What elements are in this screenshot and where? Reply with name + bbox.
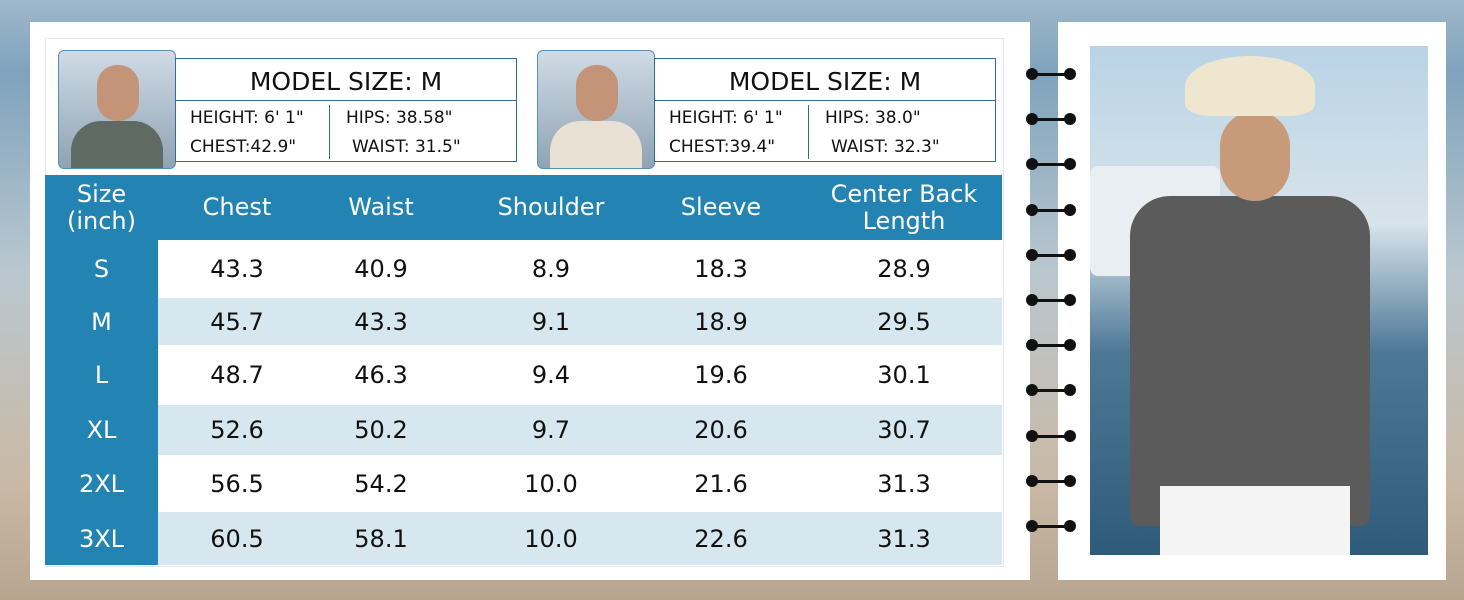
table-cell: 46.3 [354, 361, 408, 389]
ring [1032, 118, 1068, 122]
size-label: S [93, 255, 110, 283]
table-cell: 8.9 [531, 255, 571, 283]
ring [1032, 525, 1068, 528]
model-waist: WAIST: 32.3" [831, 137, 940, 157]
table-cell: 60.5 [210, 524, 264, 553]
model-headshot [537, 50, 655, 169]
hat [1185, 56, 1315, 116]
head [1220, 111, 1290, 201]
ring [1064, 294, 1076, 306]
size-label: 3XL [78, 524, 125, 553]
size-label: 2XL [78, 469, 125, 498]
column-header: Center Back Length [830, 179, 978, 235]
ring [1032, 389, 1068, 393]
size-column [45, 175, 158, 565]
model-headshot [58, 50, 176, 169]
table-cell: 52.6 [210, 416, 264, 444]
table-cell: 9.7 [531, 416, 571, 444]
ring [1064, 248, 1076, 261]
model-title: MODEL SIZE: M [249, 67, 443, 96]
table-cell: 21.6 [694, 469, 748, 498]
table-cell: 9.4 [531, 361, 571, 389]
table-cell: 45.7 [210, 307, 264, 336]
model-height: HEIGHT: 6' 1" [669, 108, 783, 128]
ring [1064, 203, 1076, 216]
face [576, 65, 618, 121]
table-cell: 29.5 [877, 307, 931, 336]
divider [176, 100, 516, 101]
divider [808, 105, 809, 159]
table-cell: 18.9 [694, 307, 748, 336]
ring [1032, 208, 1068, 212]
table-cell: 56.5 [210, 469, 264, 498]
table-cell: 58.1 [354, 524, 408, 553]
torso [71, 121, 163, 168]
table-cell: 19.6 [694, 361, 748, 389]
model-title: MODEL SIZE: M [728, 67, 922, 96]
table-cell: 43.3 [354, 307, 408, 336]
ring [1064, 68, 1076, 80]
ring [1032, 479, 1068, 483]
table-cell: 31.3 [877, 524, 931, 553]
model-info: MODEL SIZE: M HEIGHT: 6' 1" HIPS: 38.0" CHE… [654, 58, 996, 162]
ring [1064, 339, 1076, 352]
model-hips: HIPS: 38.58" [346, 108, 453, 128]
table-cell: 9.1 [531, 307, 571, 336]
row-band [158, 512, 1002, 565]
ring [1064, 520, 1076, 532]
torso [550, 121, 642, 168]
model-hips: HIPS: 38.0" [825, 108, 921, 128]
table-cell: 31.3 [877, 469, 931, 498]
column-header: Size (inch) [66, 179, 136, 235]
model-info: MODEL SIZE: M HEIGHT: 6' 1" HIPS: 38.58" CH… [175, 58, 517, 162]
ring [1064, 158, 1076, 171]
table-cell: 54.2 [354, 469, 408, 498]
column-header: Waist [348, 193, 414, 221]
ring [1064, 113, 1076, 126]
face [97, 65, 139, 121]
table-cell: 50.2 [354, 416, 408, 444]
ring [1064, 384, 1076, 397]
shirt [1130, 196, 1370, 526]
table-cell: 20.6 [694, 416, 748, 444]
ring [1032, 253, 1068, 257]
ring [1032, 299, 1068, 302]
header-band [45, 175, 1002, 240]
table-cell: 28.9 [877, 255, 931, 283]
ring [1032, 344, 1068, 348]
row-band [158, 405, 1002, 455]
ring [1032, 73, 1068, 76]
row-band [158, 298, 1002, 345]
model-height: HEIGHT: 6' 1" [190, 108, 304, 128]
shorts [1160, 486, 1350, 555]
ring [1064, 429, 1076, 442]
model-chest: CHEST:42.9" [190, 137, 297, 157]
table-cell: 10.0 [524, 469, 578, 498]
table-cell: 40.9 [354, 255, 408, 283]
ring [1064, 474, 1076, 487]
table-cell: 48.7 [210, 361, 264, 389]
ring [1032, 163, 1068, 167]
column-header: Shoulder [497, 193, 605, 221]
divider [329, 105, 330, 159]
divider [655, 100, 995, 101]
size-label: M [91, 307, 112, 336]
model-photo [1090, 46, 1428, 555]
model-chest: CHEST:39.4" [669, 137, 776, 157]
ring [1032, 434, 1068, 438]
table-cell: 10.0 [524, 524, 578, 553]
table-cell: 30.1 [877, 361, 931, 389]
model-waist: WAIST: 31.5" [352, 137, 461, 157]
table-cell: 18.3 [694, 255, 748, 283]
table-cell: 43.3 [210, 255, 264, 283]
column-header: Sleeve [680, 193, 762, 221]
column-header: Chest [202, 193, 272, 221]
size-label: L [94, 361, 109, 389]
table-cell: 30.7 [877, 416, 931, 444]
size-label: XL [86, 416, 117, 444]
table-cell: 22.6 [694, 524, 748, 553]
